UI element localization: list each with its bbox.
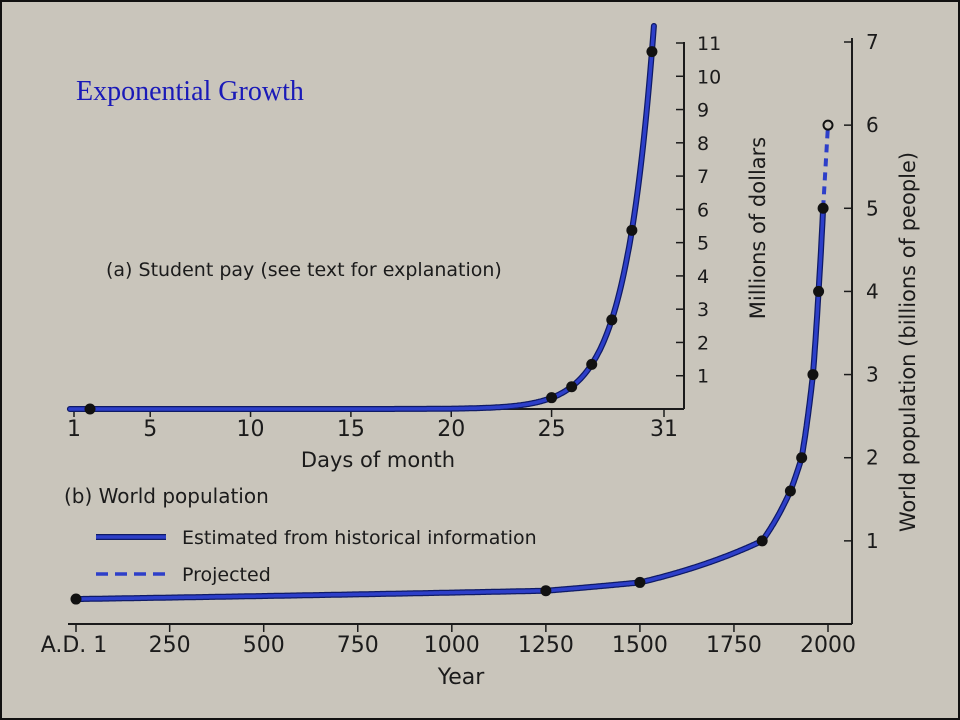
data-point-a <box>84 403 96 415</box>
x-tick-label-b: 1000 <box>424 633 480 658</box>
data-point-b <box>807 369 819 381</box>
curve-projected-b <box>821 125 830 209</box>
y-tick-label-a: 5 <box>697 233 709 255</box>
x-tick-label-b: A.D. 1 <box>41 633 108 658</box>
x-tick-label-b: 2000 <box>800 633 856 658</box>
x-axis-title-b: Year <box>437 665 486 690</box>
data-point-a <box>626 224 638 236</box>
data-point-b <box>70 593 82 605</box>
y-tick-label-a: 6 <box>697 199 709 221</box>
x-tick-label-b: 750 <box>337 633 379 658</box>
curve-estimated-b <box>74 206 825 601</box>
data-point-b <box>540 585 552 597</box>
panel-label-b: (b) World population <box>64 484 269 508</box>
y-tick-label-a: 9 <box>697 100 709 122</box>
x-tick-label-b: 1500 <box>612 633 668 658</box>
y-tick-label-a: 7 <box>697 166 709 188</box>
x-tick-label-a: 15 <box>337 417 365 442</box>
x-tick-label-a: 31 <box>650 417 678 442</box>
data-point-b <box>756 535 768 547</box>
x-tick-label-a: 5 <box>143 417 157 442</box>
y-tick-label-b: 2 <box>866 446 879 470</box>
legend-label-projected: Projected <box>182 564 271 586</box>
data-point-b <box>813 285 825 297</box>
y-tick-label-b: 6 <box>866 113 879 137</box>
data-point-b <box>817 202 829 214</box>
y-tick-label-a: 11 <box>697 33 721 55</box>
y-tick-label-b: 1 <box>866 529 879 553</box>
data-point-b <box>634 576 646 588</box>
y-tick-label-b: 3 <box>866 363 879 387</box>
x-tick-label-b: 1750 <box>706 633 762 658</box>
y-tick-label-a: 2 <box>697 332 709 354</box>
y-tick-label-a: 10 <box>697 66 721 88</box>
legend-label-estimated: Estimated from historical information <box>182 527 537 549</box>
x-axis-title-a: Days of month <box>301 448 455 472</box>
x-tick-label-a: 1 <box>67 417 81 442</box>
curve-outline-a <box>66 23 657 412</box>
y-tick-label-a: 4 <box>697 266 709 288</box>
data-point-a <box>586 358 598 370</box>
data-point-a <box>606 314 618 326</box>
data-point-b <box>796 452 808 464</box>
curve-a <box>68 24 656 411</box>
y-tick-label-b: 5 <box>866 196 879 220</box>
data-point-a <box>546 392 558 404</box>
panel-label-a: (a) Student pay (see text for explanatio… <box>106 259 502 281</box>
y-tick-label-b: 4 <box>866 279 879 303</box>
x-tick-label-b: 250 <box>149 633 191 658</box>
x-tick-label-a: 25 <box>538 417 566 442</box>
data-point-a <box>646 46 658 58</box>
x-tick-label-b: 1250 <box>518 633 574 658</box>
x-tick-label-a: 20 <box>437 417 465 442</box>
projected-point-b <box>822 119 834 131</box>
y-axis-title-b: World population (billions of people) <box>896 152 920 532</box>
x-tick-label-b: 500 <box>243 633 285 658</box>
y-tick-label-a: 8 <box>697 133 709 155</box>
x-tick-label-a: 10 <box>237 417 265 442</box>
data-point-b <box>784 485 796 497</box>
y-tick-label-b: 7 <box>866 30 879 54</box>
y-tick-label-a: 1 <box>697 366 709 388</box>
world-population-chart: A.D. 1 250 500 750 1000 1250 1500 1750 2000 1 2 3 4 5… <box>41 30 920 690</box>
data-point-a <box>566 381 578 393</box>
slide-title: Exponential Growth <box>76 76 304 107</box>
y-axis-title-a: Millions of dollars <box>746 137 770 319</box>
y-tick-label-a: 3 <box>697 299 709 321</box>
